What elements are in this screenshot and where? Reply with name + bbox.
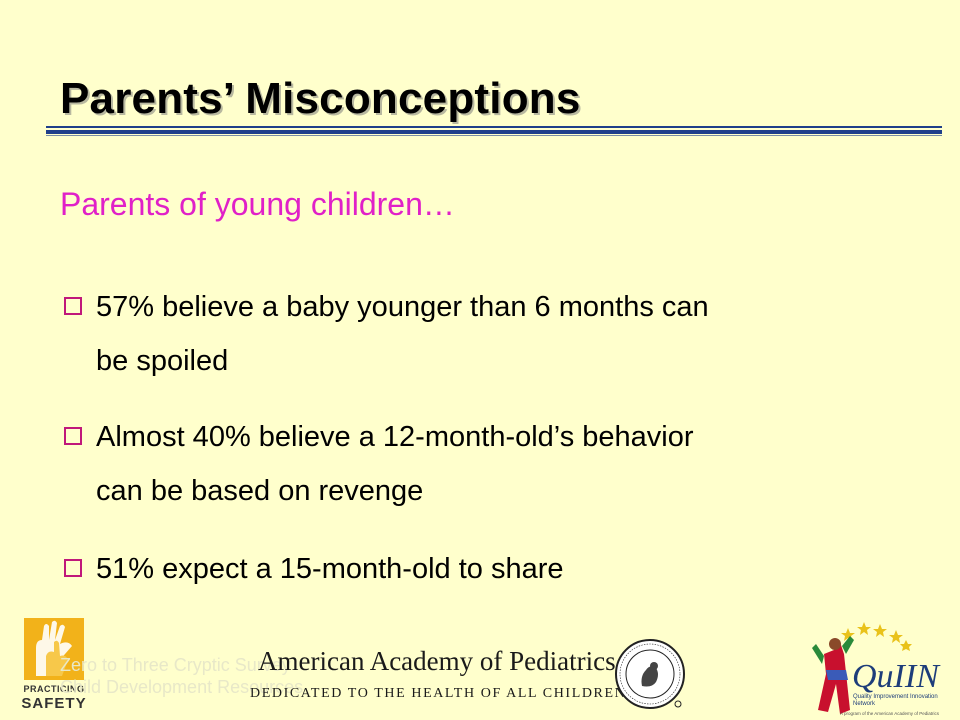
bullet-item: 57% believe a baby younger than 6 months… bbox=[64, 280, 904, 388]
aap-seal-icon bbox=[615, 639, 685, 709]
aap-tagline: DEDICATED TO THE HEALTH OF ALL CHILDREN™ bbox=[250, 686, 642, 701]
aap-name: American Academy of Pediatrics bbox=[258, 646, 616, 676]
slide-subtitle: Parents of young children… bbox=[60, 186, 455, 222]
bullet-item: 51% expect a 15-month-old to share bbox=[64, 542, 904, 596]
quiin-subtitle: Quality Improvement Innovation Network bbox=[853, 694, 938, 707]
faint-line: Zero to Three Cryptic Survey bbox=[60, 655, 291, 675]
hollow-square-icon bbox=[64, 559, 82, 577]
hands-logo-icon bbox=[24, 618, 84, 680]
faint-line: Child Development Resources bbox=[60, 677, 304, 697]
child-star-icon bbox=[812, 622, 912, 714]
hollow-square-icon bbox=[64, 297, 82, 315]
title-divider bbox=[46, 126, 942, 136]
safety-label: SAFETY bbox=[21, 695, 87, 712]
practicing-label: PRACTICING bbox=[23, 684, 85, 694]
quiin-name: QuIIN bbox=[852, 658, 939, 695]
slide-title: Parents’ Misconceptions bbox=[60, 74, 581, 123]
bullet-line: 51% expect a 15-month-old to share bbox=[96, 553, 564, 585]
quiin-footnote: A program of the American Academy of Ped… bbox=[840, 711, 940, 716]
bullet-line: Almost 40% believe a 12-month-old’s beha… bbox=[96, 421, 694, 453]
bullet-line: be spoiled bbox=[96, 345, 229, 377]
faint-source-text: Zero to Three Cryptic Survey Child Devel… bbox=[60, 654, 303, 698]
bullet-line: 57% believe a baby younger than 6 months… bbox=[96, 291, 709, 323]
hollow-square-icon bbox=[64, 427, 82, 445]
practicing-safety-logo: PRACTICING SAFETY bbox=[18, 618, 90, 714]
bullet-line: can be based on revenge bbox=[96, 475, 424, 507]
bullet-item: Almost 40% believe a 12-month-old’s beha… bbox=[64, 410, 904, 518]
